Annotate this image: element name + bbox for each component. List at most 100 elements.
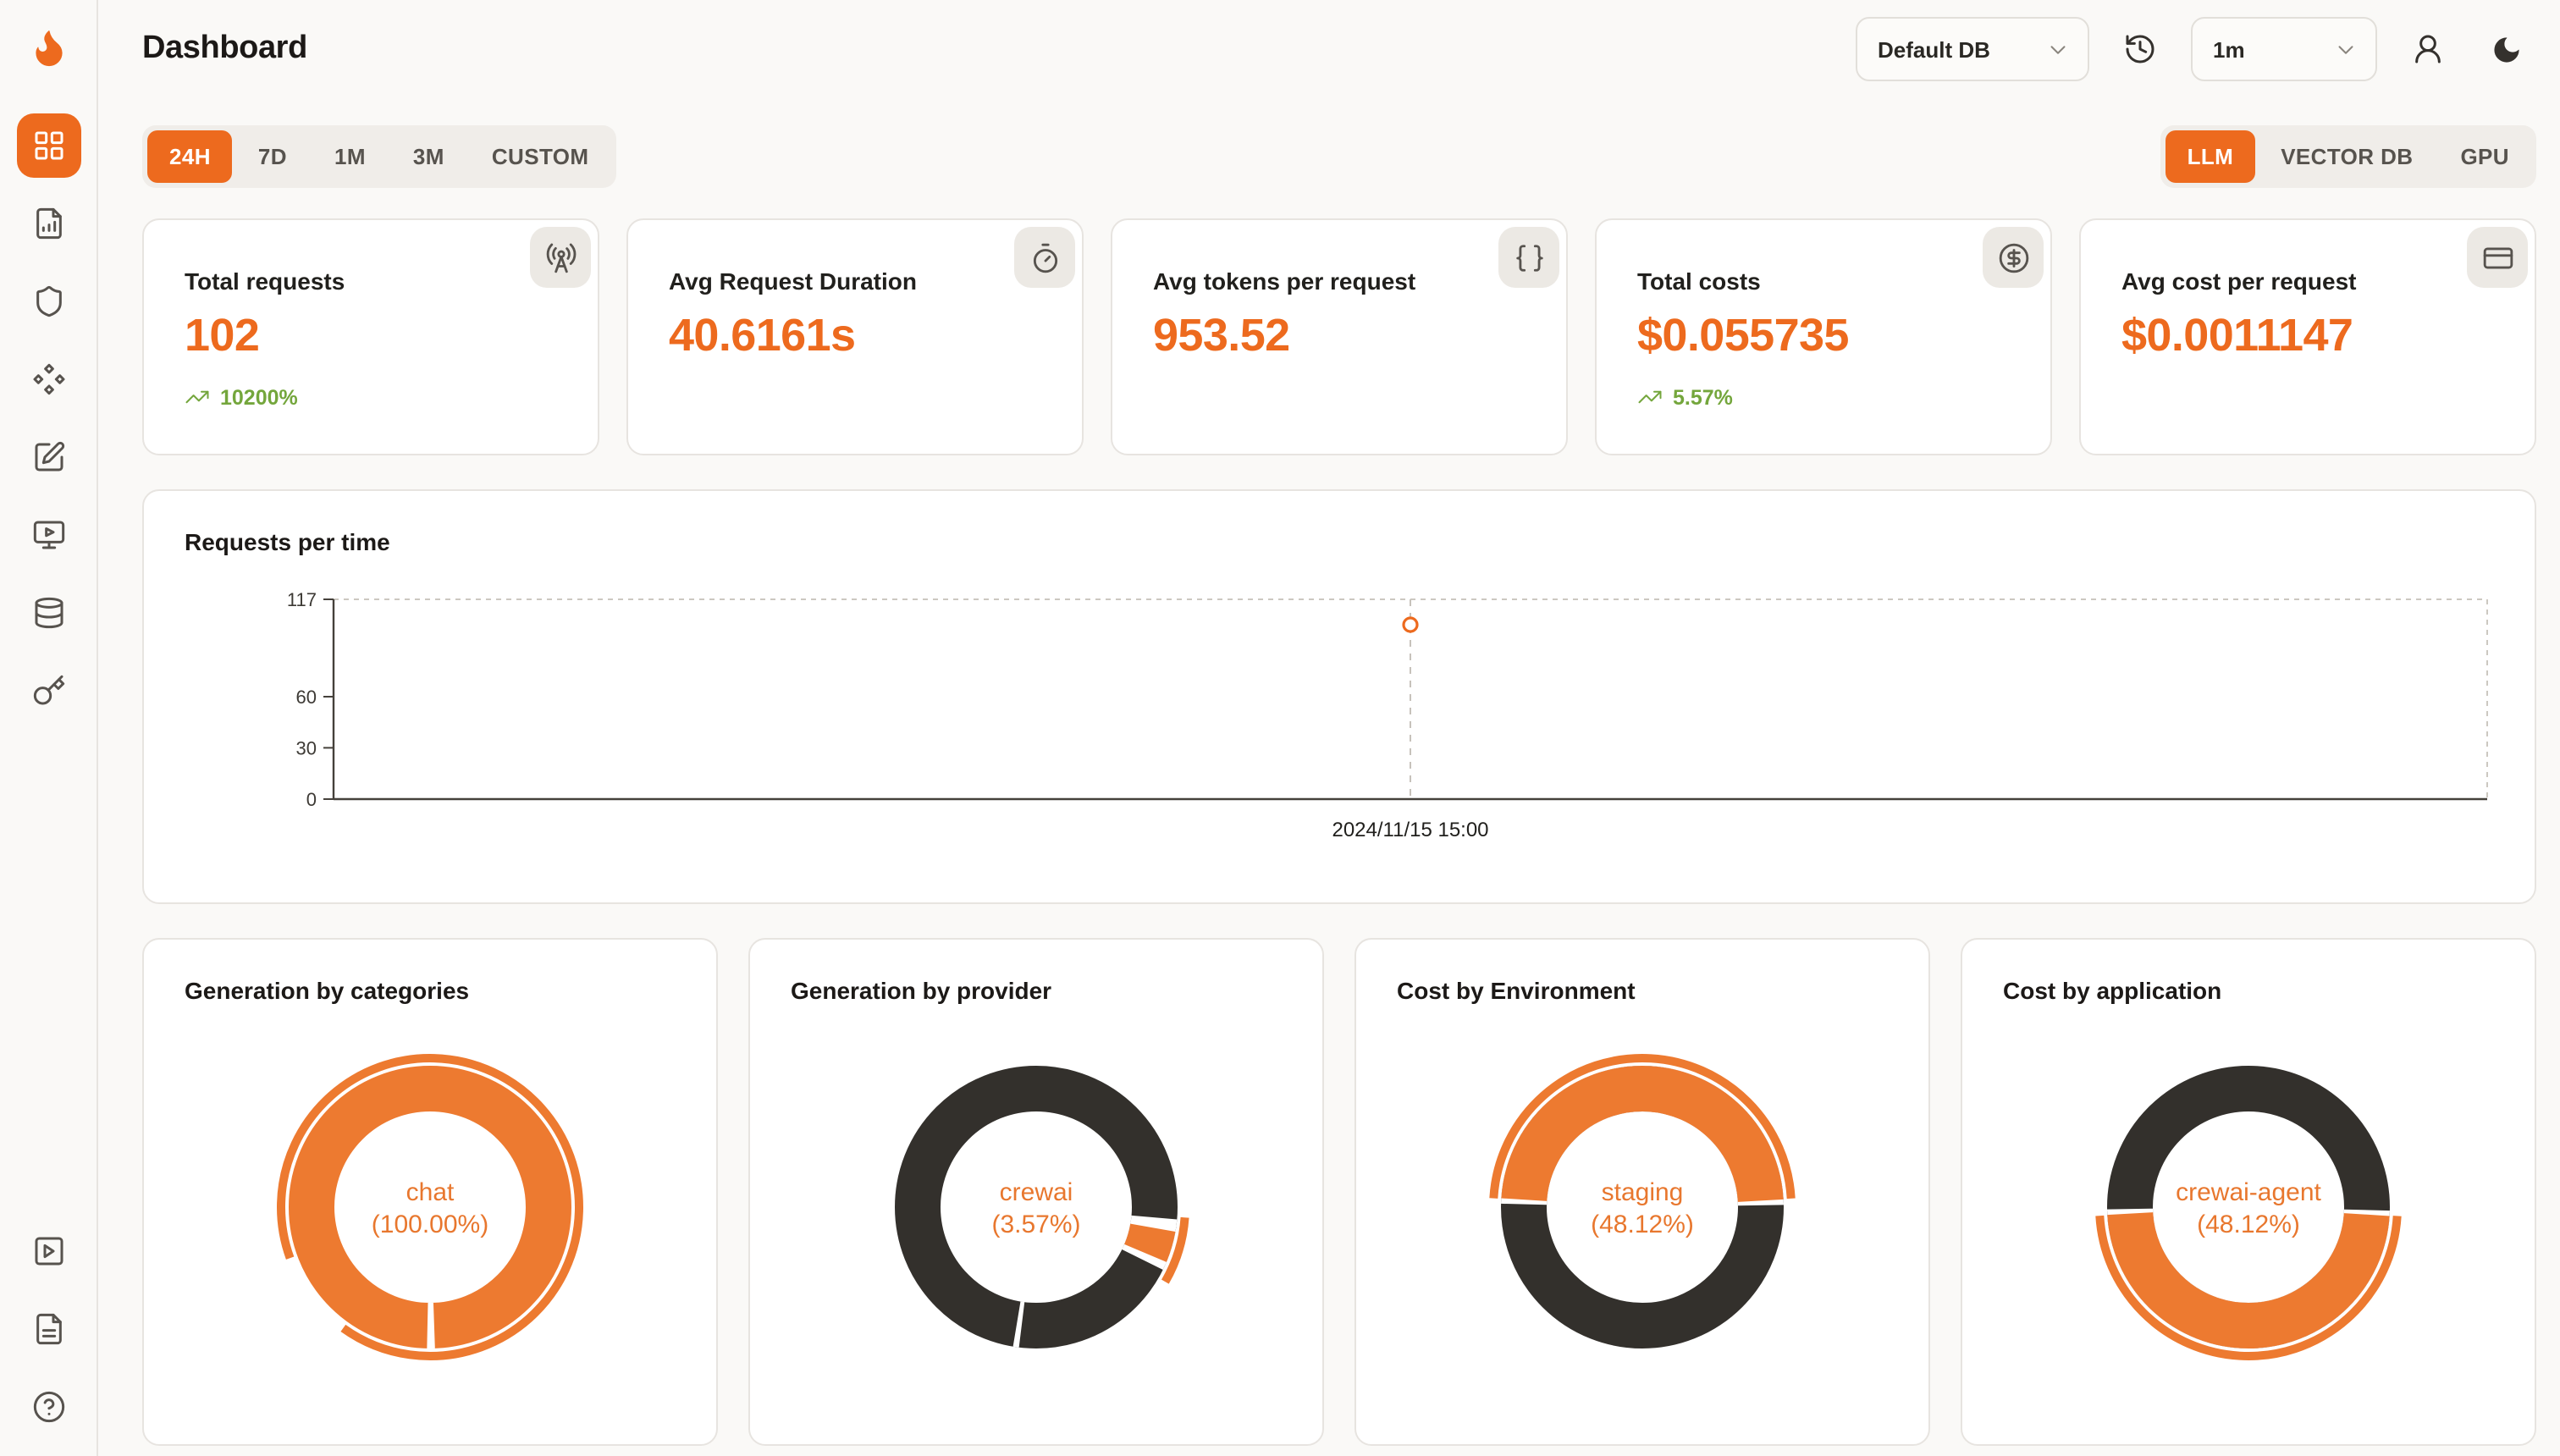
stat-icon-badge — [1498, 227, 1559, 288]
donut-card-cost-by-application: Cost by application crewai-agent (48.12%… — [1961, 938, 2536, 1446]
filters-row: 24H 7D 1M 3M CUSTOM LLM VECTOR DB GPU — [142, 125, 2536, 188]
y-tick-117: 117 — [287, 589, 317, 610]
refresh-interval-select[interactable]: 1m — [2191, 17, 2377, 81]
sidebar-item-requests[interactable] — [16, 191, 80, 256]
circle-dollar-icon — [1997, 241, 2029, 273]
tab-3m[interactable]: 3M — [391, 130, 466, 183]
chart-title: Requests per time — [185, 528, 390, 555]
source-tabs: LLM VECTOR DB GPU — [2160, 125, 2536, 188]
moon-icon — [2490, 33, 2522, 65]
donut-card-cost-by-environment: Cost by Environment staging (48.12%) — [1354, 938, 1930, 1446]
y-tick-30: 30 — [296, 737, 317, 758]
donut-card-generation-by-categories: Generation by categories chat (100.00%) — [142, 938, 718, 1446]
donut-center-name: staging — [1602, 1178, 1684, 1206]
tab-vector-db[interactable]: VECTOR DB — [2259, 130, 2435, 183]
user-profile-button[interactable] — [2401, 22, 2455, 76]
square-pen-icon — [31, 440, 65, 474]
stat-card-avg-tokens-per-request: Avg tokens per request 953.52 — [1111, 218, 1568, 455]
donut-center-name: crewai — [1000, 1178, 1073, 1206]
main-area: Dashboard Default DB 1m — [98, 0, 2560, 1456]
tab-gpu[interactable]: GPU — [2438, 130, 2531, 183]
stat-card-total-requests: Total requests 102 10200% — [142, 218, 599, 455]
categories-donut-chart[interactable]: chat (100.00%) — [261, 1038, 599, 1376]
stat-label: Avg Request Duration — [669, 267, 917, 295]
time-range-tabs: 24H 7D 1M 3M CUSTOM — [142, 125, 616, 188]
file-text-icon — [31, 1312, 65, 1346]
application-donut-chart[interactable]: crewai-agent (48.12%) — [2079, 1038, 2418, 1376]
sidebar — [0, 0, 98, 1456]
sidebar-item-getting-started[interactable] — [16, 1219, 80, 1283]
stat-delta-value: 5.57% — [1673, 385, 1733, 409]
requests-chart-canvas[interactable]: 117 60 30 0 2024/11/15 15:00 — [185, 582, 2497, 850]
donut-center-percent: (100.00%) — [372, 1211, 488, 1238]
environment-donut-chart[interactable]: staging (48.12%) — [1473, 1038, 1812, 1376]
database-select[interactable]: Default DB — [1856, 17, 2089, 81]
tab-24h[interactable]: 24H — [147, 130, 233, 183]
timer-icon — [1029, 241, 1061, 273]
donut-center-name: crewai-agent — [2176, 1178, 2321, 1206]
monitor-play-icon — [31, 518, 65, 552]
chevron-down-icon — [2333, 36, 2359, 62]
database-select-value: Default DB — [1878, 36, 1990, 62]
provider-donut-chart[interactable]: crewai (3.57%) — [867, 1038, 1206, 1376]
donut-center-percent: (48.12%) — [2197, 1211, 2300, 1238]
sidebar-item-prompts[interactable] — [16, 425, 80, 489]
flame-logo-icon — [26, 25, 70, 69]
help-circle-icon — [31, 1390, 65, 1424]
dashboard-content: 24H 7D 1M 3M CUSTOM LLM VECTOR DB GPU — [98, 98, 2560, 1456]
sidebar-item-api-keys[interactable] — [16, 659, 80, 723]
sidebar-nav — [16, 113, 80, 723]
shield-icon — [31, 284, 65, 318]
tab-custom[interactable]: CUSTOM — [470, 130, 611, 183]
donut-cards-row: Generation by categories chat (100.00%) … — [142, 938, 2536, 1446]
sidebar-item-help[interactable] — [16, 1375, 80, 1439]
refresh-interval-value: 1m — [2213, 36, 2245, 62]
page-title: Dashboard — [142, 30, 307, 66]
refresh-history-button[interactable] — [2113, 22, 2167, 76]
stat-value: 40.6161s — [669, 310, 856, 361]
sidebar-item-docs[interactable] — [16, 1297, 80, 1361]
file-chart-icon — [31, 207, 65, 240]
donut-center-percent: (3.57%) — [991, 1211, 1080, 1238]
sidebar-item-databases[interactable] — [16, 581, 80, 645]
tab-7d[interactable]: 7D — [236, 130, 309, 183]
topbar: Dashboard Default DB 1m — [98, 0, 2560, 98]
credit-card-icon — [2481, 241, 2513, 273]
stat-card-avg-cost-per-request: Avg cost per request $0.0011147 — [2079, 218, 2536, 455]
topbar-actions: Default DB 1m — [1856, 17, 2533, 81]
stat-label: Total requests — [185, 267, 345, 295]
stat-delta: 5.57% — [1637, 384, 2010, 410]
sidebar-item-integrations[interactable] — [16, 347, 80, 411]
radio-tower-icon — [544, 241, 577, 273]
sidebar-item-playground[interactable] — [16, 503, 80, 567]
donut-center-percent: (48.12%) — [1591, 1211, 1694, 1238]
tab-llm[interactable]: LLM — [2165, 130, 2256, 183]
app-logo[interactable] — [19, 19, 77, 76]
dark-mode-toggle[interactable] — [2479, 22, 2533, 76]
tab-1m[interactable]: 1M — [312, 130, 388, 183]
square-play-icon — [31, 1234, 65, 1268]
donut-center-name: chat — [406, 1178, 455, 1206]
stat-icon-badge — [1983, 227, 2044, 288]
y-tick-0: 0 — [306, 789, 317, 810]
key-icon — [31, 674, 65, 708]
sidebar-item-exceptions[interactable] — [16, 269, 80, 334]
donut-title: Generation by provider — [791, 977, 1052, 1004]
trending-up-icon — [1637, 384, 1663, 410]
user-icon — [2411, 32, 2445, 66]
stat-delta: 10200% — [185, 384, 557, 410]
stat-value: $0.055735 — [1637, 310, 1849, 361]
sidebar-bottom-nav — [16, 1219, 80, 1439]
dashboard-grid-icon — [31, 129, 65, 163]
stat-icon-badge — [530, 227, 591, 288]
sidebar-item-dashboard[interactable] — [16, 113, 80, 178]
donut-title: Cost by application — [2003, 977, 2222, 1004]
components-icon — [31, 362, 65, 396]
y-tick-60: 60 — [296, 687, 317, 708]
stat-card-total-costs: Total costs $0.055735 5.57% — [1595, 218, 2052, 455]
stat-label: Total costs — [1637, 267, 1761, 295]
stat-card-avg-request-duration: Avg Request Duration 40.6161s — [626, 218, 1084, 455]
x-axis-label: 2024/11/15 15:00 — [1332, 819, 1488, 841]
requests-per-time-card: Requests per time 117 60 30 0 2024/11/15… — [142, 489, 2536, 904]
